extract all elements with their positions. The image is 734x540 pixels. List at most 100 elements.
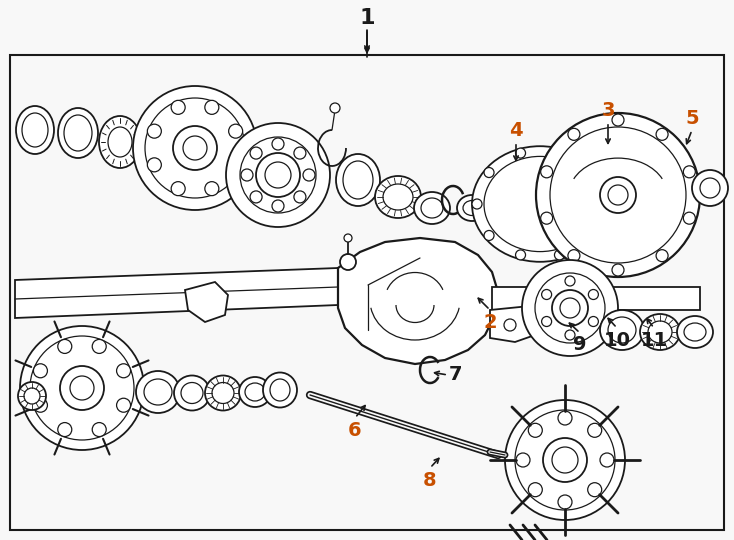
Circle shape [145,98,245,198]
Circle shape [700,178,720,198]
Text: 4: 4 [509,120,523,139]
Circle shape [171,100,185,114]
Circle shape [34,364,48,378]
Circle shape [250,147,262,159]
Circle shape [58,340,72,353]
Ellipse shape [457,195,487,221]
Circle shape [229,158,243,172]
Circle shape [558,411,572,425]
Ellipse shape [608,317,636,343]
Text: 3: 3 [601,100,615,119]
Ellipse shape [554,203,566,227]
Circle shape [565,276,575,286]
Circle shape [608,185,628,205]
Ellipse shape [245,383,265,401]
Text: 1: 1 [359,8,375,28]
Circle shape [515,148,526,158]
Ellipse shape [239,377,271,407]
Text: 11: 11 [640,330,668,349]
Circle shape [240,137,316,213]
Polygon shape [492,287,700,310]
Circle shape [600,177,636,213]
Ellipse shape [58,108,98,158]
Circle shape [20,326,144,450]
Ellipse shape [212,382,234,403]
Circle shape [600,453,614,467]
Circle shape [340,254,356,270]
Ellipse shape [99,116,141,168]
Ellipse shape [500,200,520,230]
Circle shape [148,124,161,138]
Ellipse shape [108,127,132,157]
Ellipse shape [22,113,48,147]
Circle shape [586,231,596,240]
Circle shape [117,364,131,378]
Circle shape [171,181,185,195]
Circle shape [589,316,598,327]
Ellipse shape [600,310,644,350]
Circle shape [505,400,625,520]
Circle shape [272,138,284,150]
Ellipse shape [484,157,596,252]
Ellipse shape [421,198,443,218]
Circle shape [70,376,94,400]
Circle shape [612,114,624,126]
Ellipse shape [263,373,297,408]
Ellipse shape [549,196,571,234]
Ellipse shape [648,321,672,343]
Text: 6: 6 [348,421,362,440]
Circle shape [692,170,728,206]
Circle shape [543,438,587,482]
Circle shape [226,123,330,227]
Circle shape [541,212,553,224]
Ellipse shape [24,388,40,404]
Circle shape [484,167,494,178]
Circle shape [683,212,695,224]
Circle shape [552,447,578,473]
Circle shape [550,127,686,263]
Circle shape [683,166,695,178]
Circle shape [568,129,580,140]
Circle shape [515,250,526,260]
Circle shape [554,148,564,158]
Circle shape [515,410,615,510]
Circle shape [58,423,72,436]
Ellipse shape [136,371,180,413]
Circle shape [598,199,608,209]
Circle shape [183,136,207,160]
Circle shape [535,273,605,343]
Text: 9: 9 [573,335,586,354]
Ellipse shape [181,382,203,403]
Circle shape [588,423,602,437]
Circle shape [303,169,315,181]
Ellipse shape [18,382,46,410]
Ellipse shape [144,379,172,405]
Circle shape [92,340,106,353]
Circle shape [560,298,580,318]
Ellipse shape [640,314,680,350]
Circle shape [504,319,516,331]
Circle shape [568,249,580,262]
Polygon shape [15,268,338,318]
Text: 8: 8 [424,470,437,489]
Circle shape [472,199,482,209]
Ellipse shape [16,106,54,154]
Bar [10,55,724,530]
Ellipse shape [383,184,413,210]
Circle shape [656,129,668,140]
Circle shape [516,453,530,467]
Circle shape [522,260,618,356]
Circle shape [34,398,48,412]
Circle shape [265,162,291,188]
Circle shape [148,158,161,172]
Circle shape [542,289,552,300]
Circle shape [552,290,588,326]
Ellipse shape [472,146,608,262]
Polygon shape [338,238,498,364]
Circle shape [330,103,340,113]
Text: 2: 2 [483,313,497,332]
Circle shape [205,181,219,195]
Ellipse shape [174,375,210,410]
Polygon shape [185,282,228,322]
Circle shape [589,289,598,300]
